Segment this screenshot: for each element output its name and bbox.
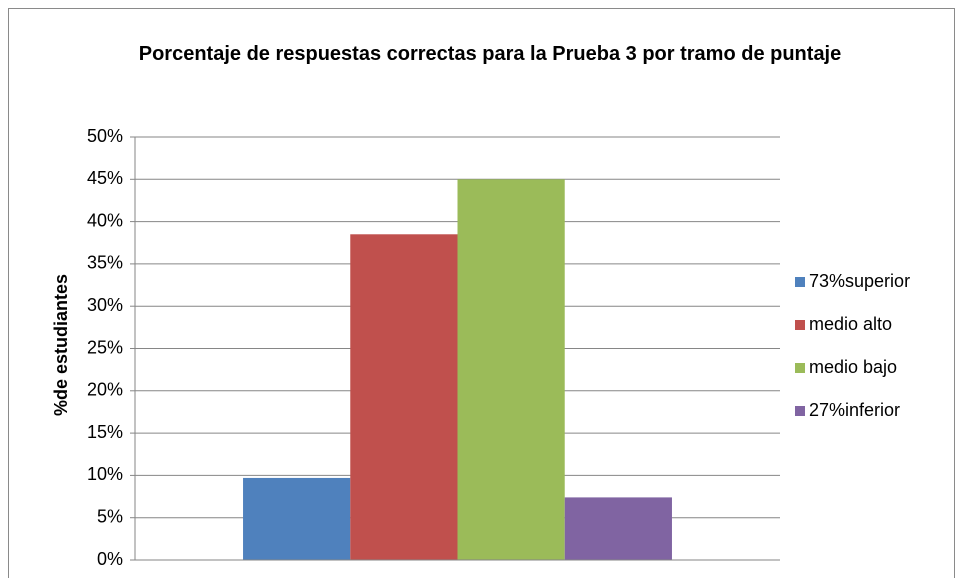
bar [350, 234, 458, 561]
y-tick-label: 15% [87, 422, 123, 442]
legend-label: medio bajo [809, 357, 897, 377]
y-tick-label: 25% [87, 337, 123, 357]
y-tick-label: 30% [87, 295, 123, 315]
y-tick-label: 50% [87, 126, 123, 146]
legend-swatch [795, 320, 805, 330]
y-tick-label: 40% [87, 210, 123, 230]
y-tick-label: 45% [87, 168, 123, 188]
y-tick-label: 5% [97, 506, 123, 526]
y-tick-label: 10% [87, 464, 123, 484]
legend-swatch [795, 406, 805, 416]
bar [457, 179, 565, 561]
legend-swatch [795, 363, 805, 373]
y-axis-label: %de estudiantes [51, 274, 71, 416]
chart-title: Porcentaje de respuestas correctas para … [138, 43, 842, 65]
legend-label: 27%inferior [809, 400, 900, 420]
bar [243, 477, 351, 560]
y-tick-label: 35% [87, 253, 123, 273]
legend-label: medio alto [809, 314, 892, 334]
bar [564, 497, 672, 560]
legend-label: 73%superior [809, 271, 910, 291]
y-tick-label: 0% [97, 549, 123, 569]
chart-frame [8, 8, 955, 578]
y-tick-label: 20% [87, 380, 123, 400]
legend-swatch [795, 277, 805, 287]
